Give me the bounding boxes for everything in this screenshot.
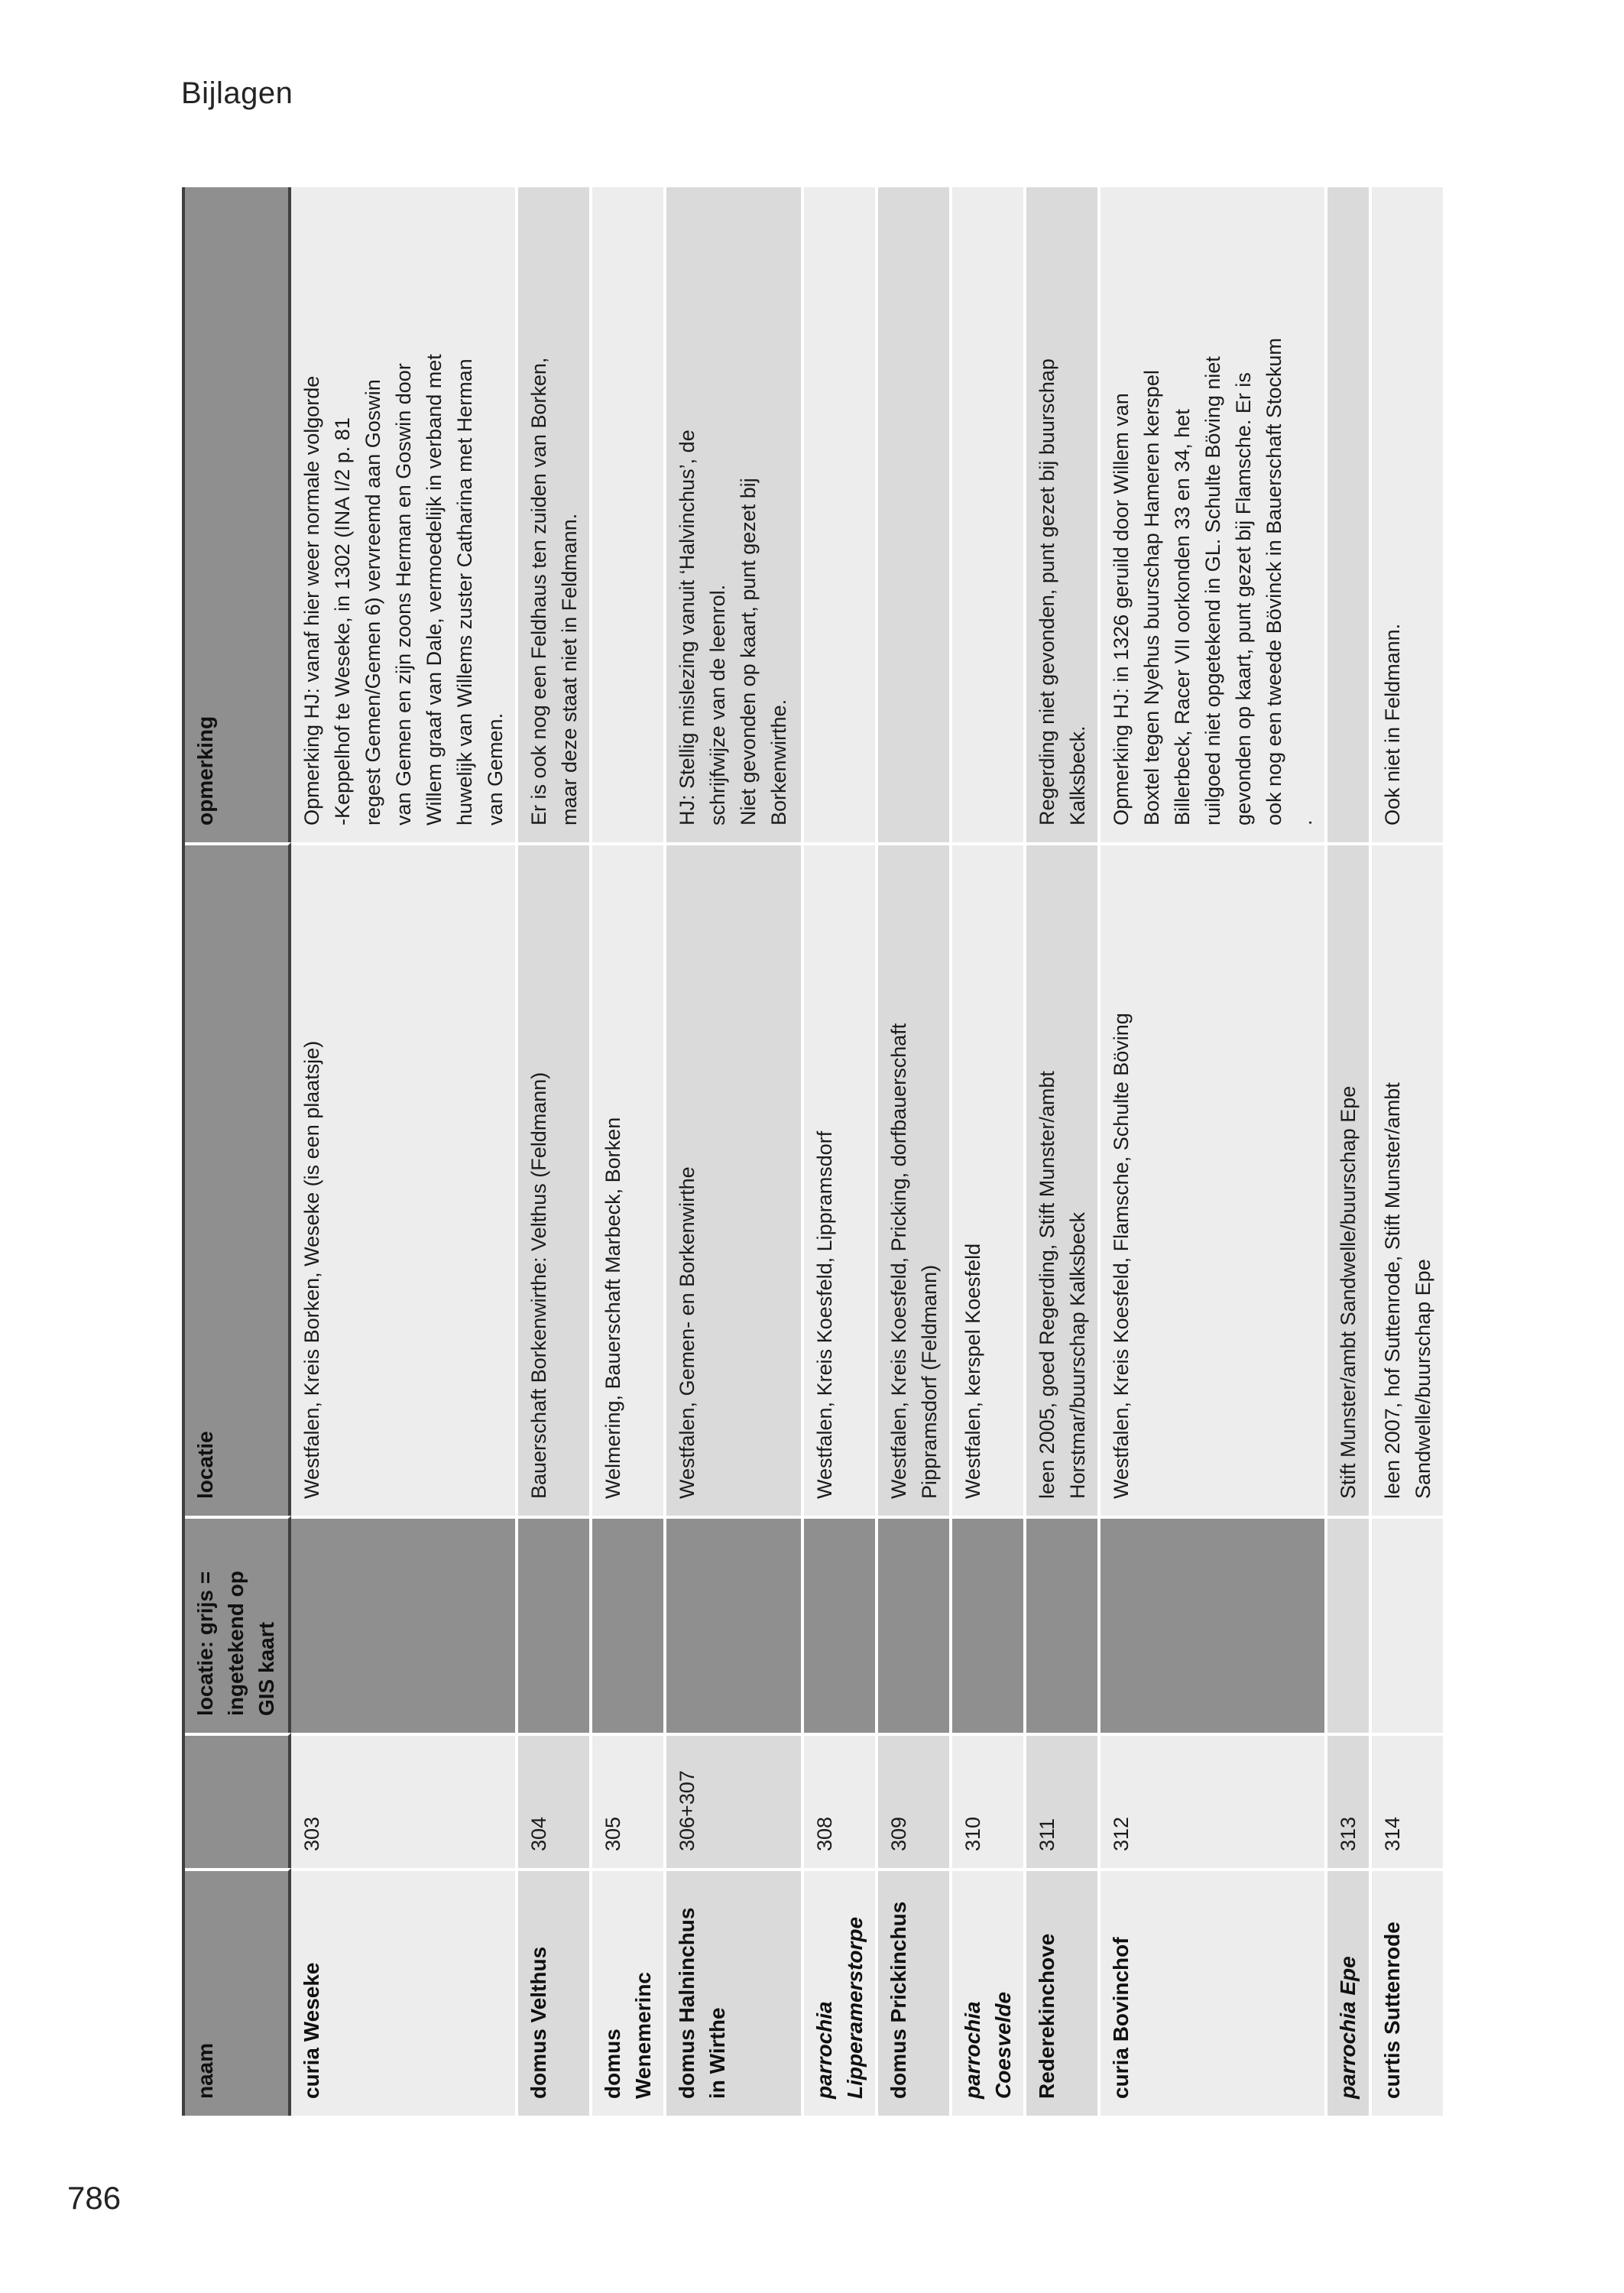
- cell-naam: parrochia Lipperamerstorpe: [804, 1868, 878, 2116]
- table-row-303: curia Weseke 303 Westfalen, Kreis Borken…: [291, 187, 518, 2116]
- cell-nr: 311: [1026, 1733, 1100, 1868]
- table-header-row: naam locatie: grijs = ingetekend op GIS …: [185, 187, 291, 2116]
- cell-naam: parrochia Epe: [1327, 1868, 1372, 2116]
- cell-locatie: Westfalen, Kreis Borken, Weseke (is een …: [291, 842, 518, 1516]
- column-header-locatie: locatie: [185, 842, 291, 1516]
- cell-locatie: leen 2007, hof Suttenrode, Stift Munster…: [1372, 842, 1443, 1516]
- cell-nr: 313: [1327, 1733, 1372, 1868]
- table-row-309: domus Prickinchus 309 Westfalen, Kreis K…: [878, 187, 952, 2116]
- running-header: Bijlagen: [181, 76, 293, 110]
- cell-gis: [1327, 1516, 1372, 1733]
- table-row-310: parrochia Coesvelde 310 Westfalen, kersp…: [952, 187, 1026, 2116]
- cell-locatie: Westfalen, Kreis Koesfeld, Pricking, dor…: [878, 842, 952, 1516]
- cell-naam: curia Weseke: [291, 1868, 518, 2116]
- cell-naam: domus Velthus: [518, 1868, 592, 2116]
- cell-gis: [1372, 1516, 1443, 1733]
- cell-locatie: Westfalen, kerspel Koesfeld: [952, 842, 1026, 1516]
- cell-naam: curia Bovinchof: [1100, 1868, 1327, 2116]
- cell-opmerking: [592, 187, 666, 842]
- cell-gis: [592, 1516, 666, 1733]
- cell-gis: [1026, 1516, 1100, 1733]
- cell-locatie: leen 2005, goed Regerding, Stift Munster…: [1026, 842, 1100, 1516]
- cell-gis: [804, 1516, 878, 1733]
- cell-naam: parrochia Coesvelde: [952, 1868, 1026, 2116]
- cell-opmerking: [1327, 187, 1372, 842]
- table-row-314: curtis Suttenrode 314 leen 2007, hof Sut…: [1372, 187, 1443, 2116]
- cell-nr: 310: [952, 1733, 1026, 1868]
- cell-nr: 304: [518, 1733, 592, 1868]
- cell-locatie: Westfalen, Kreis Koesfeld, Lippramsdorf: [804, 842, 878, 1516]
- cell-nr: 312: [1100, 1733, 1327, 1868]
- table-row-305: domus Wenemerinc 305 Welmering, Bauersch…: [592, 187, 666, 2116]
- cell-opmerking: Regerding niet gevonden, punt gezet bij …: [1026, 187, 1100, 842]
- cell-naam: domus Halninchus in Wirthe: [666, 1868, 804, 2116]
- table-row-312: curia Bovinchof 312 Westfalen, Kreis Koe…: [1100, 187, 1327, 2116]
- page-number: 786: [67, 2180, 122, 2216]
- cell-nr: 306+307: [666, 1733, 804, 1868]
- cell-gis: [518, 1516, 592, 1733]
- cell-locatie: Westfalen, Gemen- en Borkenwirthe: [666, 842, 804, 1516]
- cell-gis: [878, 1516, 952, 1733]
- cell-locatie: Bauerschaft Borkenwirthe: Velthus (Feldm…: [518, 842, 592, 1516]
- cell-opmerking: HJ: Stellig mislezing vanuit ‘Halvinchus…: [666, 187, 804, 842]
- cell-opmerking: Ook niet in Feldmann.: [1372, 187, 1443, 842]
- cell-naam: Rederekinchove: [1026, 1868, 1100, 2116]
- table-row-306-307: domus Halninchus in Wirthe 306+307 Westf…: [666, 187, 804, 2116]
- column-header-gis: locatie: grijs = ingetekend op GIS kaart: [185, 1516, 291, 1733]
- cell-opmerking: Opmerking HJ: vanaf hier weer normale vo…: [291, 187, 518, 842]
- table-row-308: parrochia Lipperamerstorpe 308 Westfalen…: [804, 187, 878, 2116]
- cell-opmerking: Er is ook nog een Feldhaus ten zuiden va…: [518, 187, 592, 842]
- column-header-opmerking: opmerking: [185, 187, 291, 842]
- cell-naam: domus Wenemerinc: [592, 1868, 666, 2116]
- cell-opmerking: [878, 187, 952, 842]
- cell-gis: [291, 1516, 518, 1733]
- cell-naam: domus Prickinchus: [878, 1868, 952, 2116]
- rotated-table-region: naam locatie: grijs = ingetekend op GIS …: [182, 187, 1462, 2116]
- cell-gis: [1100, 1516, 1327, 1733]
- cell-nr: 309: [878, 1733, 952, 1868]
- cell-locatie: Westfalen, Kreis Koesfeld, Flamsche, Sch…: [1100, 842, 1327, 1516]
- column-header-naam: naam: [185, 1868, 291, 2116]
- column-header-nr: [185, 1733, 291, 1868]
- cell-locatie: Stift Munster/ambt Sandwelle/buurschap E…: [1327, 842, 1372, 1516]
- table-rotor: naam locatie: grijs = ingetekend op GIS …: [182, 187, 1462, 2116]
- cell-nr: 314: [1372, 1733, 1443, 1868]
- cell-gis: [952, 1516, 1026, 1733]
- bijlagen-table: naam locatie: grijs = ingetekend op GIS …: [182, 187, 1443, 2116]
- cell-locatie: Welmering, Bauerschaft Marbeck, Borken: [592, 842, 666, 1516]
- cell-gis: [666, 1516, 804, 1733]
- table-row-311: Rederekinchove 311 leen 2005, goed Reger…: [1026, 187, 1100, 2116]
- cell-nr: 305: [592, 1733, 666, 1868]
- cell-nr: 303: [291, 1733, 518, 1868]
- cell-opmerking: Opmerking HJ: in 1326 geruild door Wille…: [1100, 187, 1327, 842]
- cell-opmerking: [952, 187, 1026, 842]
- cell-opmerking: [804, 187, 878, 842]
- table-row-304: domus Velthus 304 Bauerschaft Borkenwirt…: [518, 187, 592, 2116]
- cell-nr: 308: [804, 1733, 878, 1868]
- cell-naam: curtis Suttenrode: [1372, 1868, 1443, 2116]
- table-row-313: parrochia Epe 313 Stift Munster/ambt San…: [1327, 187, 1372, 2116]
